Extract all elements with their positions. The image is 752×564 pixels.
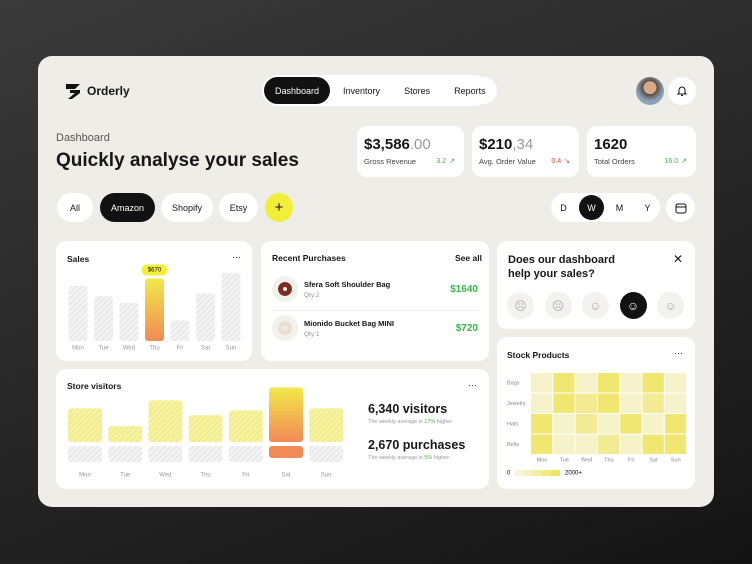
stat-label: Gross Revenue	[364, 157, 417, 166]
divider	[272, 310, 478, 311]
page-label: Dashboard	[56, 132, 110, 144]
visitor-stat: 2,670 purchases	[368, 438, 466, 452]
stat-value: $3,586.00	[364, 136, 431, 153]
stat-label: Avg. Order Value	[479, 157, 536, 166]
card-title: Recent Purchases	[272, 253, 346, 263]
note-text: The weekly average is	[368, 419, 425, 425]
nav: Dashboard Inventory Stores Reports	[262, 75, 497, 106]
note-text: higher.	[432, 455, 451, 461]
stat-main: 1620	[594, 136, 628, 153]
more[interactable]: ···	[674, 348, 683, 358]
period[interactable]: Y	[644, 202, 651, 213]
store-filter[interactable]: Shopify	[161, 193, 213, 222]
store-filter[interactable]: Amazon	[100, 193, 155, 222]
stat-card: 1620 Total Orders 16.0 ↗	[587, 126, 696, 177]
stat-value: 1620	[594, 136, 627, 153]
product-name: Mionido Bucket Bag MINI	[304, 319, 394, 328]
period[interactable]: M	[615, 202, 624, 213]
product-qty: Qty:2	[304, 292, 320, 299]
logo: Orderly	[87, 84, 130, 98]
store-filter[interactable]: All	[57, 193, 93, 222]
notifications[interactable]	[668, 77, 696, 105]
trend-arrow: ↗	[681, 158, 687, 165]
more[interactable]: ···	[468, 380, 477, 390]
survey-question: Does our dashboard help your sales?	[508, 254, 615, 280]
trend-arrow: ↘	[564, 158, 570, 165]
stat-change: 3.2 ↗	[436, 157, 455, 165]
rating-option[interactable]: ☺	[657, 292, 684, 319]
product-name: Sfera Soft Shoulder Bag	[304, 280, 391, 289]
stock-card	[497, 337, 695, 489]
page-title: Quickly analyse your sales	[56, 150, 299, 171]
nav-item[interactable]: Stores	[393, 77, 442, 104]
stat-decimals: .00	[409, 136, 431, 153]
rating-option[interactable]: ☺	[582, 292, 609, 319]
nav-item[interactable]: Dashboard	[264, 77, 331, 104]
calendar[interactable]	[666, 193, 695, 222]
visitor-note: The weekly average is 17% higher.	[368, 419, 453, 425]
avatar[interactable]	[636, 77, 664, 105]
stat-value: $210,34	[479, 136, 533, 153]
product-image	[272, 276, 298, 302]
product-qty: Qty:1	[304, 331, 320, 338]
rating-option[interactable]: ☹	[507, 292, 534, 319]
card-title: Sales	[67, 254, 90, 264]
nav-item[interactable]: Reports	[443, 77, 497, 104]
change-value: 3.2	[436, 158, 447, 165]
visitor-stat: 6,340 visitors	[368, 402, 448, 416]
visitor-note: The weekly average is 5% higher.	[368, 455, 450, 461]
more[interactable]: ···	[232, 252, 241, 262]
stat-change: 16.0 ↗	[665, 157, 688, 165]
nav-item[interactable]: Inventory	[332, 77, 392, 104]
stat-card: $210,34 Avg. Order Value 0.4 ↘	[472, 126, 579, 177]
change-value: 16.0	[664, 158, 679, 165]
card-title: Stock Products	[507, 350, 570, 360]
change-value: 0.4	[551, 158, 562, 165]
note-text: The weekly average is	[368, 455, 425, 461]
note-highlight: 5%	[424, 455, 433, 461]
stat-decimals: ,34	[512, 136, 534, 153]
stat-main: $3,586	[364, 136, 410, 153]
stat-change: 0.4 ↘	[551, 157, 570, 165]
stat-label: Total Orders	[594, 157, 635, 166]
trend-arrow: ↗	[449, 158, 455, 165]
close[interactable]: ✕	[673, 252, 684, 266]
add-store[interactable]: +	[265, 193, 293, 222]
card-title: Store visitors	[67, 381, 122, 391]
note-highlight: 17%	[424, 419, 436, 425]
period[interactable]: D	[560, 202, 567, 213]
period[interactable]: W	[579, 195, 604, 220]
purchases-card	[261, 241, 489, 361]
product-price: $720	[455, 323, 478, 334]
note-text: higher.	[435, 419, 454, 425]
logo-icon	[66, 84, 80, 99]
stat-main: $210	[479, 136, 513, 153]
product-price: $1640	[450, 284, 478, 295]
rating-option[interactable]: ☺	[619, 292, 647, 319]
product-image	[272, 315, 298, 341]
stat-card: $3,586.00 Gross Revenue 3.2 ↗	[357, 126, 464, 177]
store-filter[interactable]: Etsy	[219, 193, 258, 222]
see-all[interactable]: See all	[455, 253, 482, 263]
rating-option[interactable]: ☹	[544, 292, 572, 319]
